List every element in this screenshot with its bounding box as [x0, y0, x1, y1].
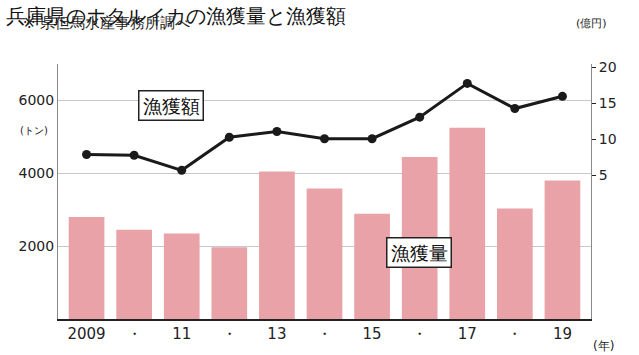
svg-text:・: ・ [222, 325, 237, 343]
svg-text:・: ・ [127, 325, 142, 343]
svg-text:19: 19 [553, 325, 572, 343]
svg-text:17: 17 [458, 325, 477, 343]
svg-text:5: 5 [599, 167, 608, 183]
svg-text:13: 13 [267, 325, 286, 343]
svg-text:10: 10 [599, 131, 617, 147]
svg-text:15: 15 [363, 325, 382, 343]
svg-text:・: ・ [507, 325, 522, 343]
svg-text:※ 県但馬水産事務所調べ: ※ 県但馬水産事務所調べ [23, 14, 190, 32]
svg-text:(トン): (トン) [20, 125, 48, 136]
svg-text:11: 11 [172, 325, 191, 343]
svg-text:4000: 4000 [19, 165, 55, 181]
svg-text:6000: 6000 [19, 92, 55, 108]
svg-text:2000: 2000 [19, 238, 55, 254]
svg-text:・: ・ [412, 325, 427, 343]
svg-text:(年): (年) [593, 339, 614, 353]
svg-text:漁獲額: 漁獲額 [143, 95, 200, 117]
svg-text:15: 15 [599, 95, 617, 111]
svg-text:(億円): (億円) [576, 17, 607, 30]
svg-text:漁獲量: 漁獲量 [391, 242, 448, 264]
svg-text:2009: 2009 [67, 325, 105, 343]
svg-text:20: 20 [599, 59, 617, 75]
svg-text:・: ・ [317, 325, 332, 343]
svg-text:兵庫県のホタルイカの漁獲量と漁獲額: 兵庫県のホタルイカの漁獲量と漁獲額 [6, 4, 346, 28]
